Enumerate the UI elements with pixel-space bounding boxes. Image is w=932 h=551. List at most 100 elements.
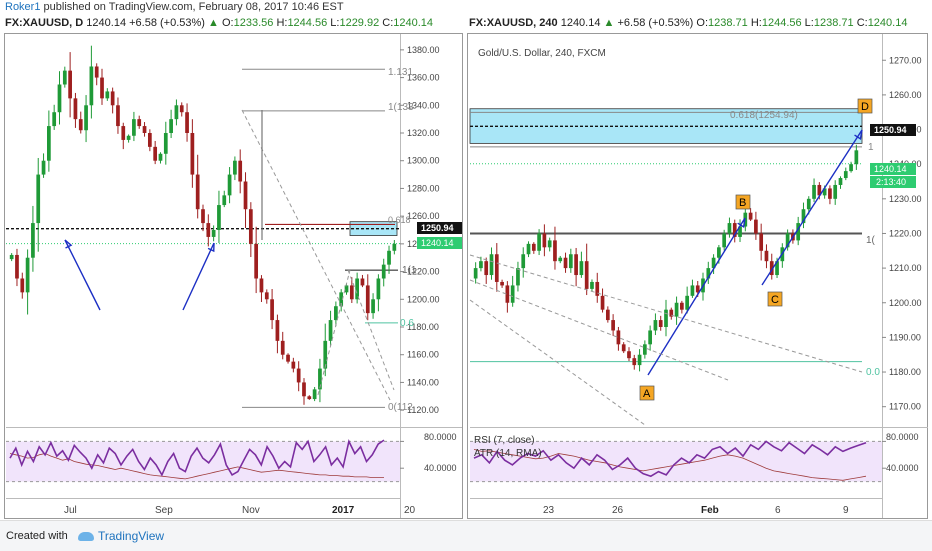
pattern-label-c-box bbox=[767, 291, 783, 307]
left-high-label: H: bbox=[276, 17, 288, 29]
right-open-label: O: bbox=[696, 17, 709, 29]
left-atr-line bbox=[9, 453, 384, 480]
footer: Created with TradingView bbox=[0, 520, 932, 551]
right-candle-body bbox=[494, 254, 499, 282]
author-link[interactable]: Roker1 bbox=[5, 1, 41, 13]
right-candle-body bbox=[637, 354, 642, 366]
right-candle-body bbox=[674, 302, 679, 317]
tradingview-brand: TradingView bbox=[98, 529, 165, 543]
left-candle-body bbox=[323, 340, 328, 369]
right-candle-body bbox=[849, 164, 853, 172]
right-fib-label-1220: 1( bbox=[866, 235, 876, 246]
right-price-tag-countdown bbox=[870, 176, 916, 188]
left-rsi-line bbox=[9, 439, 385, 477]
right-ytick-label: 1220.00 bbox=[889, 228, 922, 238]
right-candle-body bbox=[547, 240, 552, 248]
right-candle-body bbox=[785, 233, 790, 248]
left-change: +6.58 (+0.53%) bbox=[129, 17, 205, 29]
right-candle-body bbox=[843, 171, 848, 179]
left-xtick-nov: Nov bbox=[242, 505, 260, 516]
right-rsi-legend: RSI (7, close) bbox=[474, 435, 535, 446]
left-xtick-20: 20 bbox=[404, 505, 416, 516]
left-projection-dashed-2 bbox=[347, 269, 395, 391]
left-candle-body bbox=[73, 98, 78, 120]
left-candle-body bbox=[110, 91, 115, 106]
right-candle-body bbox=[838, 178, 843, 185]
left-candle-body bbox=[190, 133, 195, 175]
right-arrow-cd-head bbox=[854, 129, 863, 141]
left-panel-title: FX:XAUUSD, D 1240.14 +6.58 (+0.53%) ▲ O:… bbox=[5, 17, 433, 29]
tradingview-logo[interactable]: TradingView bbox=[78, 529, 164, 543]
left-candle-body bbox=[248, 209, 253, 244]
left-candle-body bbox=[275, 320, 280, 341]
right-atr-line bbox=[473, 449, 867, 481]
left-price-tag-resistance bbox=[417, 222, 462, 234]
left-fib-label-1131: 1.131 bbox=[388, 67, 413, 78]
right-price-tag-resistance bbox=[870, 124, 916, 136]
right-price-tag-resistance-text: 1250.94 bbox=[874, 125, 907, 135]
right-price-tag-last bbox=[870, 163, 916, 175]
right-candle-body bbox=[801, 209, 806, 224]
right-change: +6.58 (+0.53%) bbox=[617, 17, 694, 29]
left-candle-body bbox=[344, 285, 349, 293]
pattern-label-d: D bbox=[861, 101, 869, 113]
left-candle-body bbox=[334, 306, 338, 321]
right-subtitle: Gold/U.S. Dollar, 240, FXCM bbox=[478, 48, 606, 59]
left-candle-body bbox=[78, 119, 83, 131]
right-ytick-label: 1210.00 bbox=[889, 263, 922, 273]
left-fib-label-0618: 0.618 bbox=[388, 215, 411, 225]
left-candle-body bbox=[376, 278, 381, 300]
right-candle-body bbox=[748, 212, 753, 220]
left-candle-body bbox=[68, 70, 72, 99]
right-candle-body bbox=[695, 285, 700, 293]
right-rsi-tick-80: 80.0000 bbox=[886, 432, 919, 442]
left-arrow-1-head bbox=[64, 239, 73, 249]
left-candle-body bbox=[217, 205, 221, 230]
left-candle-body bbox=[291, 361, 296, 369]
left-candle-body bbox=[169, 119, 173, 133]
right-candle-body bbox=[621, 344, 626, 352]
left-candle-body bbox=[116, 105, 120, 127]
left-ytick-label: 1380.00 bbox=[407, 45, 440, 55]
right-candle-body bbox=[627, 351, 631, 359]
right-candle-body bbox=[526, 243, 531, 255]
left-projection-dashed-1 bbox=[241, 109, 391, 401]
left-candle-body bbox=[381, 264, 386, 279]
left-ytick-label: 1300.00 bbox=[407, 156, 440, 166]
pattern-label-c: C bbox=[771, 294, 779, 306]
right-candle-body bbox=[500, 281, 504, 286]
left-ytick-label: 1340.00 bbox=[407, 100, 440, 110]
left-candle-body bbox=[259, 278, 264, 293]
pattern-label-d-box bbox=[857, 98, 873, 114]
right-candle-body bbox=[833, 184, 838, 199]
left-symbol: FX:XAUUSD, D bbox=[5, 17, 84, 29]
left-arrow-2 bbox=[182, 242, 215, 311]
right-candle-body bbox=[479, 261, 483, 269]
right-candle-body bbox=[711, 257, 716, 269]
left-ytick-label: 1260.00 bbox=[407, 211, 440, 221]
left-ytick-label: 1180.00 bbox=[407, 322, 439, 332]
right-candle-body bbox=[648, 330, 652, 345]
left-candle-body bbox=[105, 91, 110, 99]
left-candle-body bbox=[286, 354, 290, 362]
right-rsi-tick-40: 40.0000 bbox=[886, 463, 919, 473]
left-xtick-2017: 2017 bbox=[332, 505, 355, 516]
right-candle-body bbox=[584, 261, 589, 289]
left-ytick-label: 1220.00 bbox=[407, 267, 440, 277]
left-candle-body bbox=[41, 160, 46, 175]
right-candle-body bbox=[473, 268, 478, 279]
left-candle-body bbox=[206, 223, 211, 237]
left-candle-body bbox=[328, 320, 333, 341]
right-candle-body bbox=[764, 250, 769, 262]
right-candle-body bbox=[759, 233, 764, 251]
right-panel[interactable]: 1170.00 1180.00 1190.00 1200.00 1210.00 1220.… bbox=[469, 34, 928, 518]
left-candle-body bbox=[318, 368, 322, 390]
left-candle-body bbox=[233, 160, 237, 175]
right-candle-body bbox=[769, 261, 774, 276]
left-candle-body bbox=[339, 292, 344, 307]
tradingview-cloud-icon bbox=[78, 532, 94, 541]
left-open-label: O: bbox=[221, 17, 234, 29]
right-candle-body bbox=[605, 309, 610, 321]
right-trend-dashed-3 bbox=[469, 254, 863, 373]
right-panel-title: FX:XAUUSD, 240 1240.14 ▲ +6.58 (+0.53%) … bbox=[469, 17, 907, 29]
